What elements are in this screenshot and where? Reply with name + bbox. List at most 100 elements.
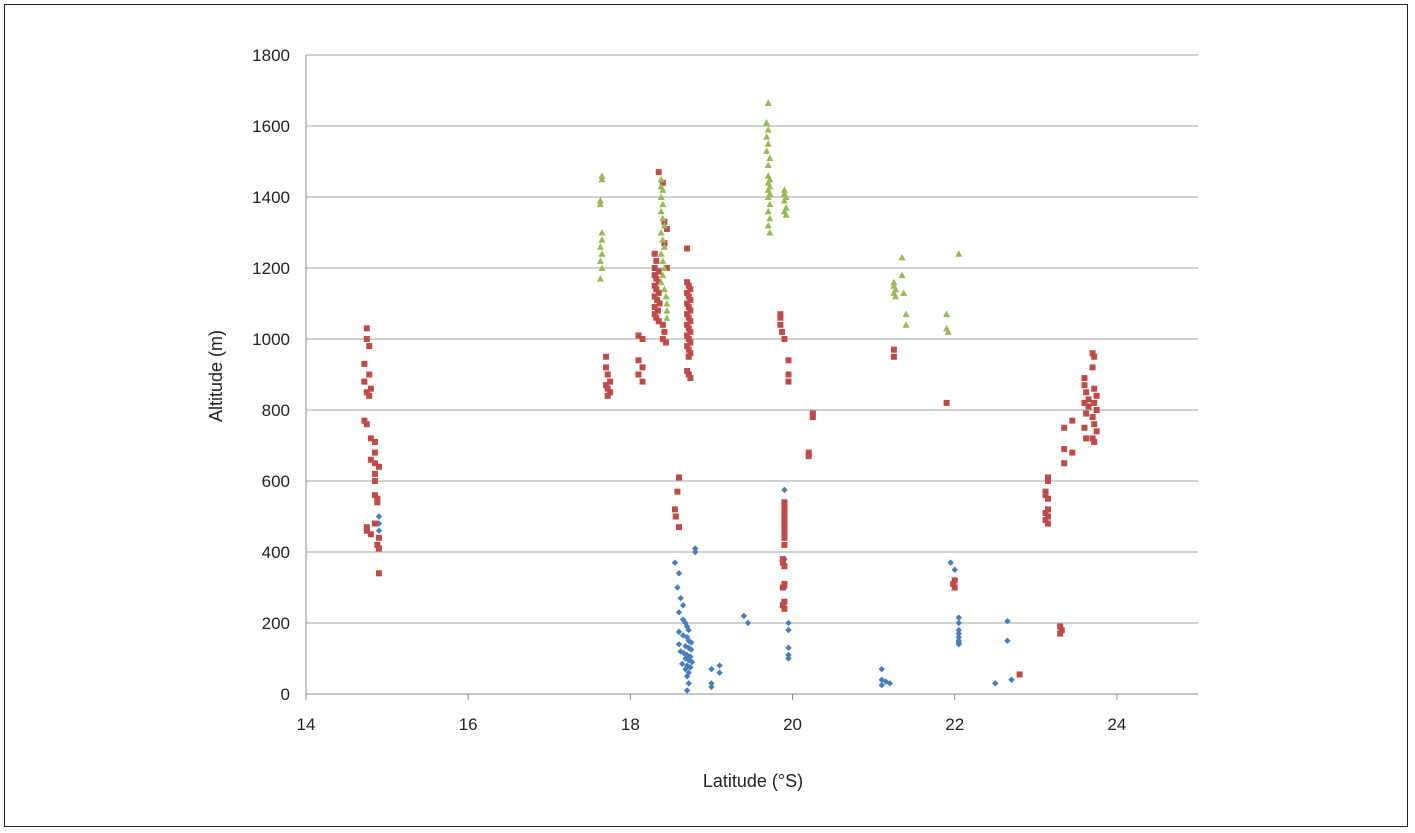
data-point-diamond [708, 665, 715, 673]
data-point-square [604, 371, 611, 378]
data-point-square [653, 314, 660, 321]
data-point-square [1061, 460, 1068, 467]
data-point-diamond [675, 570, 683, 577]
data-point-square [684, 289, 691, 296]
data-point-square [603, 382, 610, 389]
data-point-square [671, 506, 678, 513]
data-point-square [1091, 385, 1098, 392]
data-point-diamond [680, 649, 688, 657]
data-point-square [685, 293, 692, 300]
data-point-square [1069, 417, 1076, 424]
data-point-diamond [955, 619, 962, 627]
data-point-diamond [685, 669, 692, 676]
data-point-square [779, 602, 786, 609]
data-point-triangle [902, 321, 910, 328]
data-point-square [1093, 428, 1100, 435]
axes [305, 55, 1198, 700]
data-point-square [361, 360, 368, 367]
y-tick-label: 200 [262, 614, 290, 633]
data-point-triangle [663, 300, 671, 307]
data-point-square [1089, 435, 1096, 442]
data-point-square [1089, 414, 1096, 421]
data-point-diamond [878, 681, 885, 689]
data-point-square [371, 492, 378, 499]
data-point-triangle [660, 243, 668, 250]
data-point-square [1057, 630, 1064, 637]
data-point-triangle [892, 292, 900, 300]
data-point-diamond [683, 662, 691, 669]
data-point-square [684, 367, 691, 374]
data-point-square [781, 509, 788, 516]
data-point-diamond [675, 628, 683, 636]
data-point-square [375, 463, 382, 470]
data-point-diamond [679, 602, 687, 609]
data-point-diamond [671, 559, 679, 566]
data-point-diamond [679, 660, 686, 668]
data-point-square [655, 318, 662, 325]
data-point-square [781, 541, 788, 548]
x-tick-label: 14 [297, 715, 316, 734]
data-point-square [676, 474, 683, 481]
data-point-diamond [675, 609, 683, 616]
data-point-square [367, 456, 374, 463]
data-point-square [375, 534, 382, 541]
data-point-square [781, 531, 788, 538]
x-tick-label: 16 [459, 715, 478, 734]
data-point-square [363, 325, 370, 332]
data-point-triangle [944, 328, 952, 335]
gridlines [306, 54, 1198, 624]
y-tick-label: 1600 [252, 117, 290, 136]
data-point-square [674, 488, 681, 495]
data-point-triangle [659, 214, 667, 222]
y-tick-label: 600 [262, 472, 290, 491]
data-point-square [1091, 421, 1098, 428]
data-point-triangle [766, 214, 774, 222]
data-point-square [654, 307, 661, 314]
data-point-square [781, 605, 788, 612]
data-point-square [1081, 424, 1088, 431]
data-point-diamond [692, 548, 699, 556]
data-point-triangle [598, 175, 606, 183]
data-point-square [684, 300, 691, 307]
data-point-square [371, 438, 378, 445]
data-point-triangle [657, 175, 665, 183]
data-point-square [651, 282, 658, 289]
data-point-square [687, 286, 694, 293]
data-point-triangle [782, 211, 790, 218]
data-point-square [639, 378, 646, 385]
data-point-diamond [708, 683, 715, 691]
data-point-diamond [716, 662, 723, 669]
data-point-square [777, 314, 784, 321]
data-point-square [1044, 513, 1051, 520]
data-point-square [687, 307, 694, 314]
data-point-square [684, 343, 691, 350]
data-point-square [663, 265, 670, 271]
data-point-diamond [785, 619, 792, 627]
data-point-square [363, 336, 370, 342]
data-point-square [655, 289, 662, 296]
data-point-triangle [596, 197, 604, 204]
data-point-triangle [764, 99, 772, 106]
data-point-square [366, 343, 373, 350]
data-point-triangle [598, 172, 606, 179]
data-point-square [809, 414, 816, 421]
data-point-triangle [766, 229, 774, 236]
data-point-square [367, 385, 374, 392]
data-point-diamond [685, 680, 692, 687]
data-point-square [363, 524, 370, 531]
data-point-square [1042, 492, 1049, 499]
data-point-diamond [882, 678, 889, 685]
data-point-square [684, 332, 691, 339]
data-point-triangle [764, 161, 772, 169]
data-point-square [785, 378, 792, 385]
data-point-square [639, 364, 646, 371]
data-point-square [361, 378, 368, 385]
data-point-triangle [898, 253, 906, 261]
data-point-square [781, 513, 788, 520]
data-point-square [361, 417, 368, 424]
data-point-diamond [992, 680, 999, 687]
data-point-triangle [657, 278, 665, 286]
data-point-square [781, 598, 788, 605]
data-point-square [653, 257, 660, 264]
data-point-square [655, 279, 662, 286]
